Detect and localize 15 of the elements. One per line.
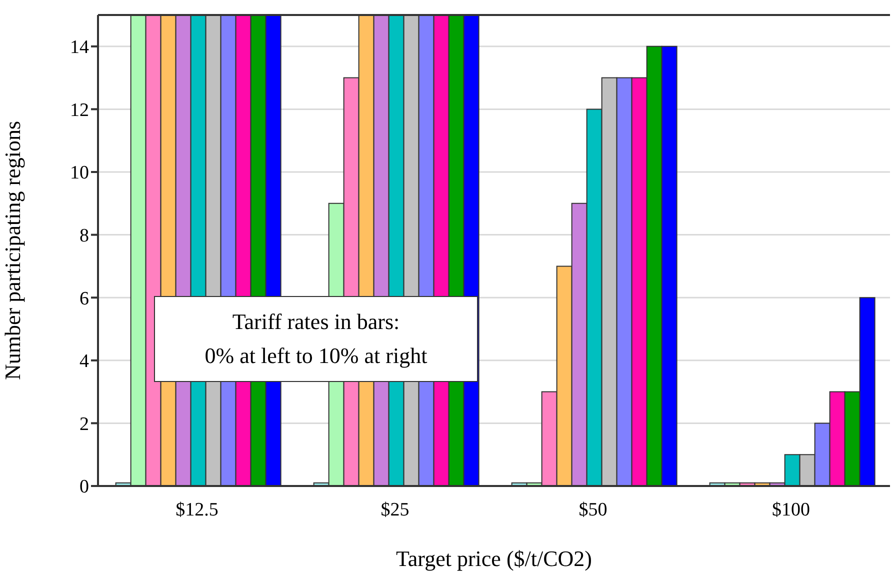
x-axis-title: Target price ($/t/CO2): [396, 546, 592, 571]
y-tick-label: 4: [80, 351, 90, 372]
x-tick-label: $50: [578, 499, 608, 520]
y-tick-label: 6: [80, 288, 89, 310]
y-tick-label: 14: [70, 37, 90, 58]
note-box: Tariff rates in bars: 0% at left to 10% at right: [154, 296, 478, 382]
y-axis-title: Number participating regions: [0, 120, 25, 380]
y-tick-label: 8: [80, 226, 89, 247]
y-tick-label: 10: [70, 162, 89, 184]
x-tick-label: $100: [772, 499, 810, 520]
y-tick-label: 2: [80, 414, 89, 435]
y-tick-label: 0: [80, 476, 89, 498]
y-tick-label: 12: [70, 100, 89, 121]
x-tick-label: $12.5: [176, 499, 218, 520]
x-tick-label: $25: [380, 499, 410, 520]
